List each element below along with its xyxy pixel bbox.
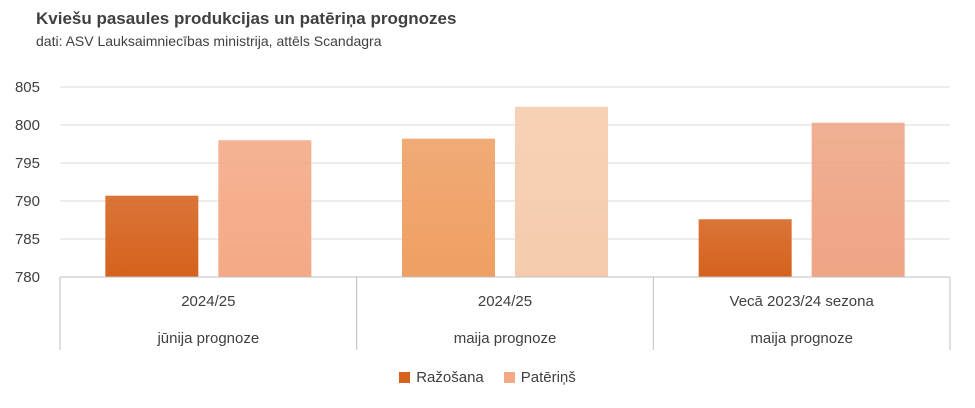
bar-production xyxy=(105,195,199,277)
category-sublabel: maija prognoze xyxy=(454,330,557,347)
bar-consumption xyxy=(515,106,608,277)
legend-label-consumption: Patēriņš xyxy=(520,369,576,386)
y-tick-label: 780 xyxy=(15,269,40,286)
y-tick-label: 800 xyxy=(15,117,40,134)
category-label: Vecā 2023/24 sezona xyxy=(730,293,875,310)
legend-swatch-consumption xyxy=(503,372,515,383)
category-sublabel: maija prognoze xyxy=(750,330,853,347)
category-label: 2024/25 xyxy=(181,293,235,310)
legend-swatch-production xyxy=(399,372,411,383)
chart-title: Kviešu pasaules produkcijas un patēriņa … xyxy=(36,9,457,28)
y-tick-label: 790 xyxy=(15,193,40,210)
y-tick-label: 785 xyxy=(15,231,40,248)
category-sublabel: jūnija prognoze xyxy=(156,330,259,347)
y-tick-label: 795 xyxy=(15,155,40,172)
legend-label-production: Ražošana xyxy=(416,369,484,386)
chart-legend: Ražošana Patēriņš xyxy=(0,369,975,386)
bar-consumption xyxy=(811,122,905,277)
bar-consumption xyxy=(218,140,312,277)
category-label: 2024/25 xyxy=(478,293,532,310)
bar-production xyxy=(698,219,792,277)
legend-item-consumption: Patēriņš xyxy=(503,369,576,386)
y-tick-label: 805 xyxy=(15,79,40,96)
bar-production xyxy=(402,138,495,277)
legend-item-production: Ražošana xyxy=(399,369,484,386)
chart-subtitle: dati: ASV Lauksaimniecības ministrija, a… xyxy=(36,33,382,49)
bar-chart: 780 785 790 795 800 805 2024/25 jūnija prognoze… xyxy=(15,79,951,350)
